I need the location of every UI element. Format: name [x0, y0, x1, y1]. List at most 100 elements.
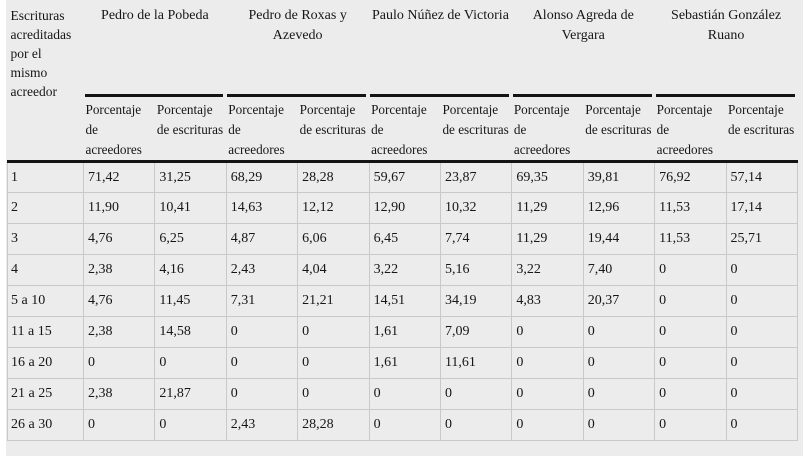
data-cell: 34,19 [439, 285, 512, 317]
group-header-cell: Alonso Agreda de Vergara [512, 2, 655, 97]
data-cell: 0 [297, 378, 370, 410]
data-cell: 23,87 [439, 161, 512, 193]
data-cell: 0 [582, 316, 655, 348]
data-cell: 0 [154, 409, 227, 441]
data-cell: 14,63 [225, 192, 298, 224]
data-cell: 7,40 [582, 254, 655, 286]
data-cell: 11,29 [511, 192, 584, 224]
data-cell: 12,90 [368, 192, 441, 224]
data-cell: 0 [225, 316, 298, 348]
results-table: Escrituras acreditadas por el mismo acre… [7, 2, 799, 441]
subheader-cell: Porcentaje de escrituras [154, 97, 227, 163]
data-cell: 0 [439, 378, 512, 410]
data-cell: 19,44 [582, 223, 655, 255]
data-cell: 0 [297, 316, 370, 348]
data-cell: 11,90 [82, 192, 155, 224]
data-cell: 4,76 [82, 285, 155, 317]
data-cell: 0 [654, 347, 727, 379]
data-cell: 7,74 [439, 223, 512, 255]
subheader-cell: Porcentaje de escrituras [440, 97, 512, 163]
table-body: 1 71,42 31,25 68,29 28,28 59,67 23,87 69,35 39,8… [7, 161, 799, 441]
data-cell: 0 [82, 409, 155, 441]
data-cell: 0 [368, 378, 441, 410]
data-cell: 6,45 [368, 223, 441, 255]
data-cell: 0 [725, 409, 799, 441]
row-label-cell: 3 [7, 223, 84, 255]
data-cell: 4,04 [297, 254, 370, 286]
corner-header-cell: Escrituras acreditadas por el mismo acre… [7, 2, 84, 163]
data-cell: 4,76 [82, 223, 155, 255]
data-cell: 12,96 [582, 192, 655, 224]
data-cell: 21,21 [297, 285, 370, 317]
data-cell: 7,31 [225, 285, 298, 317]
data-cell: 0 [225, 347, 298, 379]
data-cell: 2,43 [225, 409, 298, 441]
data-cell: 0 [725, 378, 799, 410]
row-label-cell: 2 [7, 192, 84, 224]
table-row: 11 a 15 2,38 14,58 0 0 1,61 7,09 0 0 0 0 [7, 316, 799, 348]
data-cell: 0 [582, 378, 655, 410]
table-row: 4 2,38 4,16 2,43 4,04 3,22 5,16 3,22 7,40 0 0 [7, 254, 799, 286]
group-header-cell: Pedro de Roxas y Azevedo [226, 2, 369, 97]
data-cell: 0 [511, 378, 584, 410]
table-header: Escrituras acreditadas por el mismo acre… [7, 2, 798, 163]
data-cell: 76,92 [654, 161, 727, 193]
data-cell: 0 [82, 347, 155, 379]
data-cell: 2,38 [82, 378, 155, 410]
row-label-cell: 21 a 25 [7, 378, 84, 410]
data-cell: 3,22 [368, 254, 441, 286]
group-header-cell: Pedro de la Pobeda [84, 2, 227, 97]
subheader-cell: Porcentaje de escrituras [583, 97, 655, 163]
data-cell: 0 [511, 347, 584, 379]
data-cell: 14,51 [368, 285, 441, 317]
data-cell: 0 [368, 409, 441, 441]
data-cell: 0 [154, 347, 227, 379]
data-cell: 11,29 [511, 223, 584, 255]
table-row: 26 a 30 0 0 2,43 28,28 0 0 0 0 0 0 [7, 409, 799, 441]
data-cell: 10,41 [154, 192, 227, 224]
table-sheet: Escrituras acreditadas por el mismo acre… [6, 0, 803, 456]
data-cell: 4,16 [154, 254, 227, 286]
group-header-cell: Sebastián González Ruano [655, 2, 798, 97]
data-cell: 57,14 [725, 161, 799, 193]
data-cell: 20,37 [582, 285, 655, 317]
subheader-cell: Porcentaje de acreedores [369, 97, 441, 163]
data-cell: 12,12 [297, 192, 370, 224]
data-cell: 11,45 [154, 285, 227, 317]
data-cell: 6,25 [154, 223, 227, 255]
data-cell: 0 [654, 316, 727, 348]
data-cell: 25,71 [725, 223, 799, 255]
row-label-cell: 11 a 15 [7, 316, 84, 348]
data-cell: 28,28 [297, 161, 370, 193]
table-row: 3 4,76 6,25 4,87 6,06 6,45 7,74 11,29 19,44 11,53… [7, 223, 799, 255]
data-cell: 1,61 [368, 347, 441, 379]
data-cell: 0 [225, 378, 298, 410]
data-cell: 4,87 [225, 223, 298, 255]
subheader-cell: Porcentaje de escrituras [297, 97, 370, 163]
data-cell: 0 [725, 316, 799, 348]
data-cell: 14,58 [154, 316, 227, 348]
group-header-cell: Paulo Núñez de Victoria [369, 2, 512, 97]
data-cell: 21,87 [154, 378, 227, 410]
data-cell: 0 [297, 347, 370, 379]
data-cell: 0 [654, 285, 727, 317]
data-cell: 7,09 [439, 316, 512, 348]
data-cell: 0 [654, 378, 727, 410]
data-cell: 0 [654, 409, 727, 441]
data-cell: 11,53 [654, 192, 727, 224]
data-cell: 11,61 [439, 347, 512, 379]
subheader-cell: Porcentaje de acreedores [226, 97, 298, 163]
data-cell: 2,38 [82, 254, 155, 286]
data-cell: 3,22 [511, 254, 584, 286]
data-cell: 5,16 [439, 254, 512, 286]
table-row: 5 a 10 4,76 11,45 7,31 21,21 14,51 34,19 4,83 20… [7, 285, 799, 317]
subheader-cell: Porcentaje de escrituras [726, 97, 798, 163]
data-cell: 0 [511, 316, 584, 348]
data-cell: 0 [725, 254, 799, 286]
data-cell: 0 [582, 347, 655, 379]
group-header-row: Escrituras acreditadas por el mismo acre… [7, 2, 798, 163]
data-cell: 2,43 [225, 254, 298, 286]
data-cell: 71,42 [82, 161, 155, 193]
data-cell: 68,29 [225, 161, 298, 193]
